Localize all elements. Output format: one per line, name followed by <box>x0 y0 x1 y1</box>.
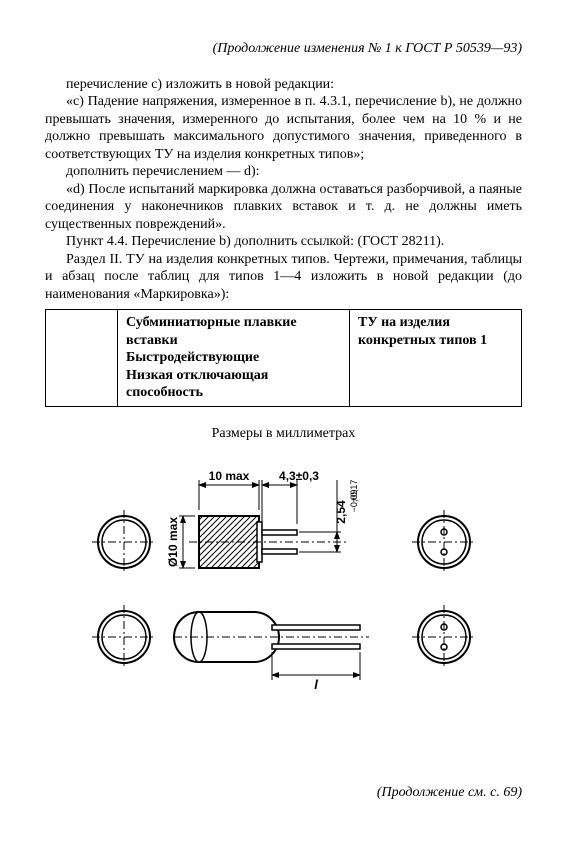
paragraph: «d) После испытаний маркировка должна ос… <box>45 181 522 234</box>
table-row: Субминиатюрные плавкие вставки Быстродей… <box>46 310 522 407</box>
type-table: Субминиатюрные плавкие вставки Быстродей… <box>45 309 522 407</box>
table-cell: ТУ на изделия конкретных типов 1 <box>350 310 522 407</box>
dim-tol: −0,09 <box>349 490 359 513</box>
paragraph: Раздел II. ТУ на изделия конкретных типо… <box>45 251 522 304</box>
page: (Продолжение изменения № 1 к ГОСТ Р 5053… <box>0 0 567 841</box>
top-right-circle <box>412 510 476 574</box>
dim-label: l <box>314 677 318 692</box>
cell-text: Субминиатюрные плавкие вставки <box>126 315 297 348</box>
dimensions-caption: Размеры в миллиметрах <box>45 425 522 443</box>
page-footer: (Продолжение см. с. 69) <box>377 784 522 802</box>
dim-label: 2,54 <box>334 500 348 524</box>
cell-text: ТУ на изделия конкретных типов 1 <box>358 315 487 348</box>
bottom-right-circle <box>412 605 476 669</box>
dim-label: 4,3±0,3 <box>279 469 319 483</box>
paragraph: дополнить перечислением — d): <box>45 163 522 181</box>
cell-text: Низкая отключающая способность <box>126 368 268 401</box>
paragraph: Пункт 4.4. Перечисление b) дополнить ссы… <box>45 233 522 251</box>
table-cell: Субминиатюрные плавкие вставки Быстродей… <box>118 310 350 407</box>
paragraph: перечисление c) изложить в новой редакци… <box>45 76 522 94</box>
bottom-center-view: l <box>174 612 369 692</box>
table-cell <box>46 310 118 407</box>
top-left-circle <box>92 510 156 574</box>
drawing-svg: 10 max 4,3±0,3 2,54 +0,17 −0,09 Ø10 max <box>69 452 499 702</box>
cell-text: Быстродействующие <box>126 350 259 365</box>
bottom-left-circle <box>92 605 156 669</box>
technical-drawing: 10 max 4,3±0,3 2,54 +0,17 −0,09 Ø10 max <box>45 452 522 708</box>
page-header: (Продолжение изменения № 1 к ГОСТ Р 5053… <box>45 40 522 58</box>
top-center-view: 10 max 4,3±0,3 2,54 +0,17 −0,09 Ø10 max <box>166 469 359 568</box>
dim-label: Ø10 max <box>166 517 180 567</box>
paragraph: «с) Падение напряжения, измеренное в п. … <box>45 93 522 163</box>
dim-label: 10 max <box>208 469 249 483</box>
